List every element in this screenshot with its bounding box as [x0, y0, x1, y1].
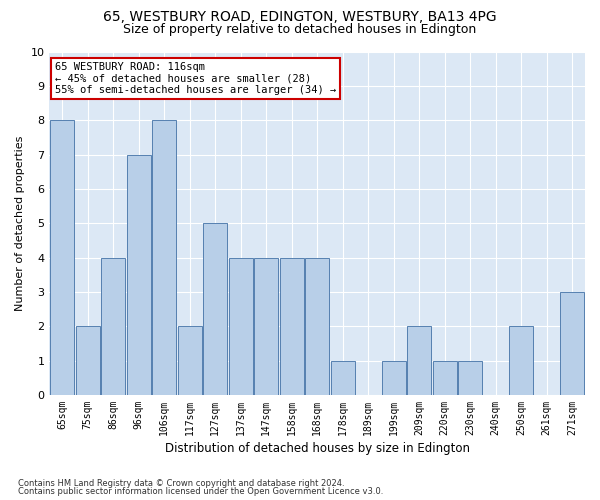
Text: Size of property relative to detached houses in Edington: Size of property relative to detached ho… — [124, 22, 476, 36]
Bar — [178, 326, 202, 395]
Bar — [127, 154, 151, 395]
X-axis label: Distribution of detached houses by size in Edington: Distribution of detached houses by size … — [165, 442, 470, 455]
Bar — [101, 258, 125, 395]
Bar — [305, 258, 329, 395]
Bar — [458, 360, 482, 395]
Bar — [382, 360, 406, 395]
Bar — [254, 258, 278, 395]
Bar — [407, 326, 431, 395]
Bar — [203, 223, 227, 395]
Bar — [280, 258, 304, 395]
Text: 65, WESTBURY ROAD, EDINGTON, WESTBURY, BA13 4PG: 65, WESTBURY ROAD, EDINGTON, WESTBURY, B… — [103, 10, 497, 24]
Bar — [50, 120, 74, 395]
Bar — [509, 326, 533, 395]
Text: 65 WESTBURY ROAD: 116sqm
← 45% of detached houses are smaller (28)
55% of semi-d: 65 WESTBURY ROAD: 116sqm ← 45% of detach… — [55, 62, 336, 95]
Bar — [229, 258, 253, 395]
Bar — [331, 360, 355, 395]
Text: Contains public sector information licensed under the Open Government Licence v3: Contains public sector information licen… — [18, 487, 383, 496]
Bar — [152, 120, 176, 395]
Y-axis label: Number of detached properties: Number of detached properties — [15, 136, 25, 311]
Bar — [76, 326, 100, 395]
Bar — [433, 360, 457, 395]
Text: Contains HM Land Registry data © Crown copyright and database right 2024.: Contains HM Land Registry data © Crown c… — [18, 478, 344, 488]
Bar — [560, 292, 584, 395]
